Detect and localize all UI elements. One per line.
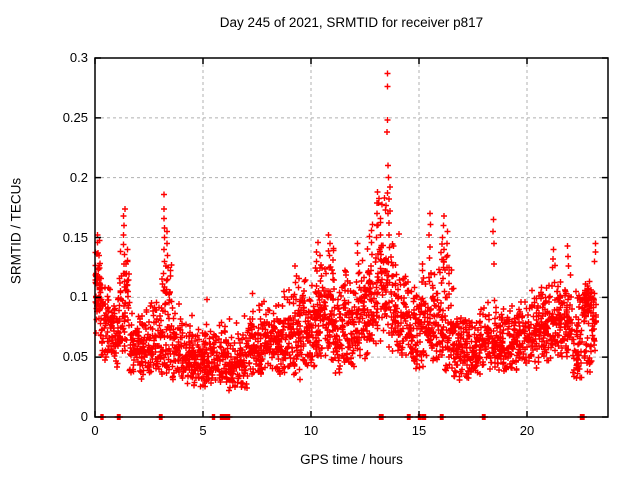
scatter-points xyxy=(92,70,599,420)
x-axis-label: GPS time / hours xyxy=(300,452,403,467)
y-axis-label: SRMTID / TECUs xyxy=(8,177,24,285)
x-tick-label: 20 xyxy=(519,423,535,438)
y-tick-label: 0.3 xyxy=(69,50,88,65)
x-tick-label: 5 xyxy=(199,423,207,438)
y-tick-label: 0.25 xyxy=(62,109,88,125)
x-tick-label: 0 xyxy=(91,423,99,438)
y-tick-label: 0.2 xyxy=(69,169,88,185)
y-tick-label: 0.1 xyxy=(69,289,88,305)
y-tick-label: 0 xyxy=(80,409,88,424)
y-tick-label: 0.05 xyxy=(62,349,88,365)
y-tick-label: 0.15 xyxy=(62,229,88,245)
x-tick-label: 10 xyxy=(303,423,319,438)
axis-ticks xyxy=(94,57,608,418)
grid-lines xyxy=(95,58,608,417)
x-tick-label: 15 xyxy=(411,423,427,438)
chart-title: Day 245 of 2021, SRMTID for receiver p81… xyxy=(219,15,484,30)
